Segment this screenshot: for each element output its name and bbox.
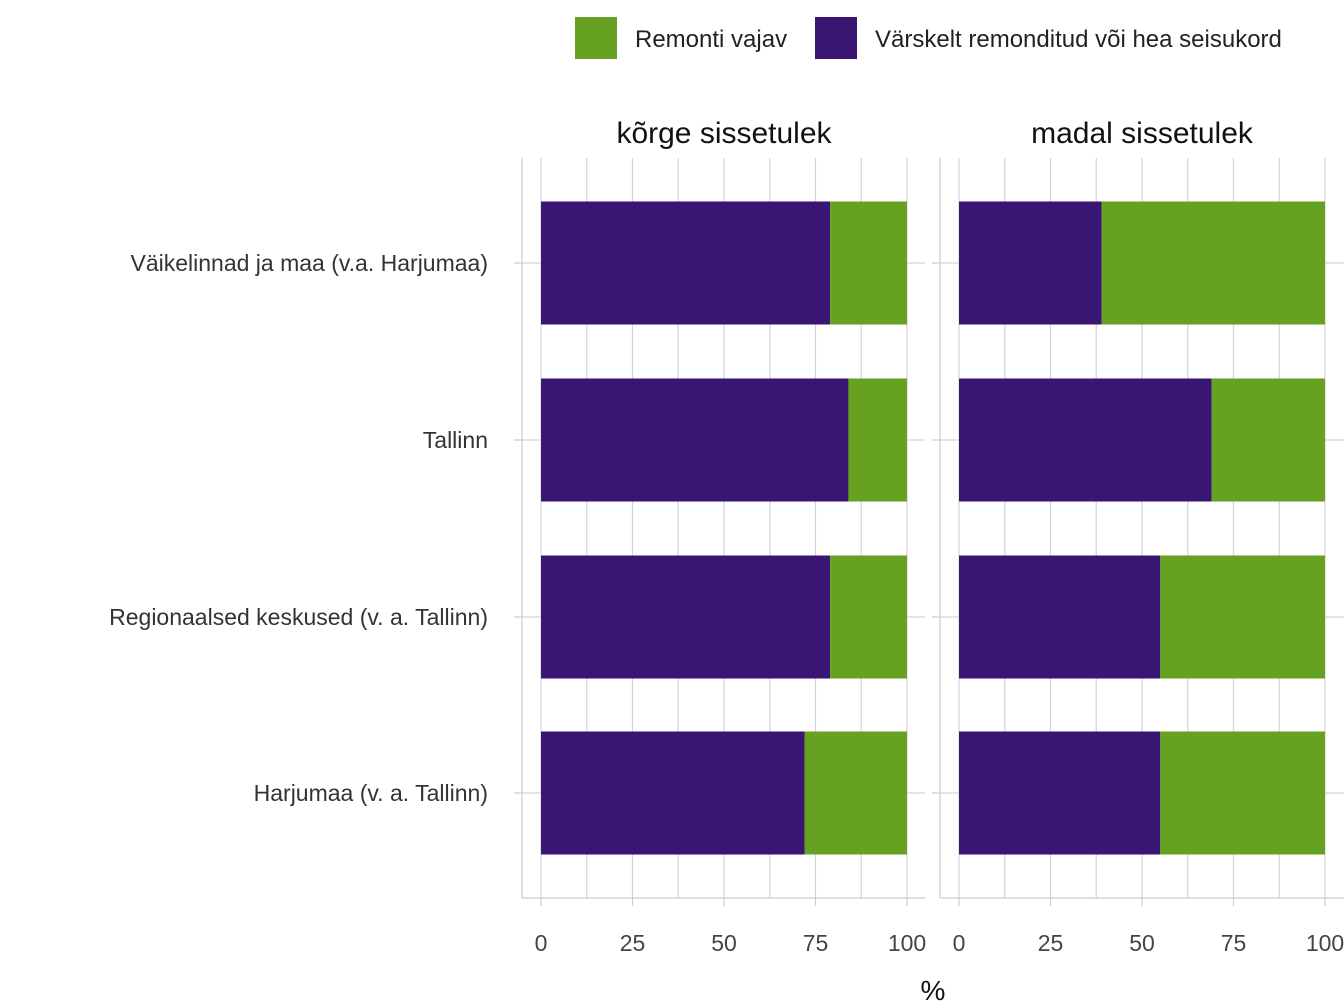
bar-remont xyxy=(1211,378,1325,502)
facet-title: madal sissetulek xyxy=(1031,117,1254,150)
x-tick-label: 0 xyxy=(535,930,548,956)
bar-hea xyxy=(541,555,831,679)
x-tick-label: 100 xyxy=(888,930,926,956)
legend-label-hea: Värskelt remonditud või hea seisukord xyxy=(875,26,1282,53)
bar-hea xyxy=(959,555,1161,679)
bar-remont xyxy=(830,201,907,325)
bar-remont xyxy=(830,555,907,679)
bar-remont xyxy=(1101,201,1325,325)
bar-remont xyxy=(1160,555,1325,679)
category-label: Tallinn xyxy=(423,427,488,453)
x-tick-label: 75 xyxy=(803,930,829,956)
x-tick-label: 25 xyxy=(620,930,646,956)
x-tick-label: 50 xyxy=(1129,930,1155,956)
category-label: Harjumaa (v. a. Tallinn) xyxy=(254,780,488,806)
bar-hea xyxy=(541,201,831,325)
bar-hea xyxy=(959,201,1102,325)
bar-hea xyxy=(541,731,805,855)
x-axis-title: % xyxy=(921,975,946,1006)
bar-hea xyxy=(959,378,1212,502)
bar-remont xyxy=(1160,731,1325,855)
bar-remont xyxy=(848,378,907,502)
bar-hea xyxy=(541,378,849,502)
legend-swatch-remont xyxy=(575,17,617,59)
x-tick-label: 75 xyxy=(1221,930,1247,956)
legend-label-remont: Remonti vajav xyxy=(635,26,787,53)
category-label: Regionaalsed keskused (v. a. Tallinn) xyxy=(109,604,488,630)
facet-title: kõrge sissetulek xyxy=(616,117,832,150)
bar-remont xyxy=(804,731,907,855)
legend-swatch-hea xyxy=(815,17,857,59)
bar-hea xyxy=(959,731,1161,855)
x-tick-label: 50 xyxy=(711,930,737,956)
x-tick-label: 0 xyxy=(953,930,966,956)
category-label: Väikelinnad ja maa (v.a. Harjumaa) xyxy=(130,250,488,276)
x-tick-label: 100 xyxy=(1306,930,1344,956)
x-tick-label: 25 xyxy=(1038,930,1064,956)
